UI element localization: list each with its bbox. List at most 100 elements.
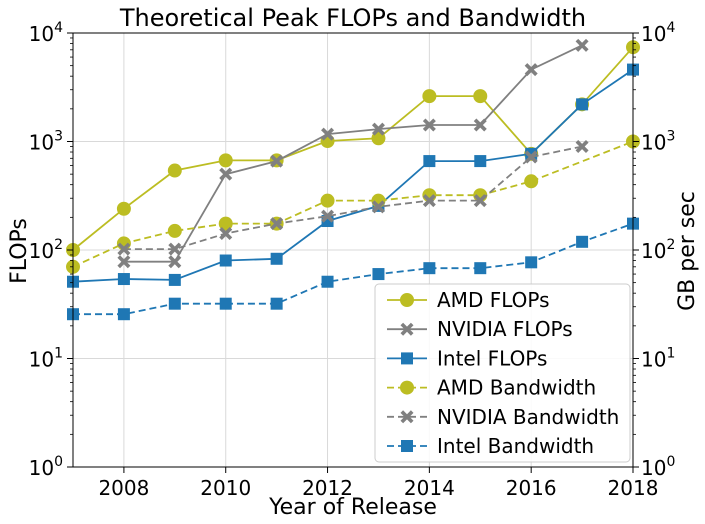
legend-entry: AMD FLOPs <box>387 288 550 312</box>
y-tick-exponent: 3 <box>54 129 63 145</box>
data-point <box>371 131 386 146</box>
x-tick-label: 2014 <box>404 476 455 500</box>
series-nvidia-flops <box>117 38 589 269</box>
y-tick-base: 10 <box>29 456 54 480</box>
y-tick-exponent: 2 <box>54 237 63 253</box>
x-tick-label: 2016 <box>506 476 557 500</box>
y-tick-base: 10 <box>29 239 54 263</box>
y-tick-base: 10 <box>29 22 54 46</box>
data-point <box>575 139 589 153</box>
y-tick-exponent: 0 <box>666 454 675 470</box>
y-tick-label-right: 104 <box>641 20 675 46</box>
data-point <box>371 122 385 136</box>
data-point <box>116 201 131 216</box>
data-point <box>524 174 539 189</box>
data-point <box>372 268 385 281</box>
data-point <box>422 89 437 104</box>
data-point <box>219 297 232 310</box>
y-axis-label: FLOPs <box>7 218 32 284</box>
y-tick-label-right: 100 <box>641 454 675 480</box>
data-point <box>219 226 233 240</box>
data-point <box>218 216 233 231</box>
data-point <box>321 127 335 141</box>
data-point <box>422 118 436 132</box>
y-tick-label-left: 103 <box>29 129 63 155</box>
data-point <box>168 255 182 269</box>
data-point <box>423 262 436 275</box>
legend-entry: NVIDIA FLOPs <box>387 317 573 341</box>
y-tick-label-left: 100 <box>29 454 63 480</box>
data-point <box>117 308 130 321</box>
chart-title: Theoretical Peak FLOPs and Bandwidth <box>119 4 586 32</box>
data-point <box>474 155 487 168</box>
data-point <box>423 155 436 168</box>
legend-label: NVIDIA FLOPs <box>437 317 573 341</box>
data-point <box>576 235 589 248</box>
y-tick-exponent: 3 <box>666 129 675 145</box>
series-line <box>73 222 634 316</box>
y-tick-label-right: 101 <box>641 346 675 372</box>
data-point <box>525 256 538 269</box>
data-point <box>168 297 181 310</box>
legend-label: AMD Bandwidth <box>437 376 596 400</box>
legend-label: Intel FLOPs <box>437 346 547 370</box>
data-point <box>270 252 283 265</box>
data-point <box>270 154 284 168</box>
y-axis-label-right: GB per sec <box>675 191 700 311</box>
data-point <box>117 273 130 286</box>
y-tick-base: 10 <box>641 22 666 46</box>
series-line <box>72 46 634 251</box>
y-tick-exponent: 4 <box>666 20 675 36</box>
data-point <box>321 275 334 288</box>
x-tick-label: 2010 <box>200 476 251 500</box>
data-point <box>321 209 335 223</box>
data-point <box>524 63 538 77</box>
series-amd-flops <box>66 40 640 257</box>
y-tick-label-left: 102 <box>29 237 63 263</box>
data-point <box>219 167 233 181</box>
y-tick-base: 10 <box>641 239 666 263</box>
data-point <box>218 153 233 168</box>
series-line <box>123 44 583 263</box>
series-line <box>72 140 634 268</box>
x-tick-label: 2008 <box>98 476 149 500</box>
legend-marker <box>400 380 414 395</box>
x-tick-label: 2012 <box>302 476 353 500</box>
y-tick-exponent: 0 <box>54 454 63 470</box>
legend-marker <box>401 352 413 365</box>
legend-marker <box>400 322 414 336</box>
series-intel-bandwidth <box>67 217 639 321</box>
data-point <box>576 98 589 111</box>
series-line <box>123 145 583 251</box>
legend-marker <box>400 293 414 307</box>
series-nvidia-bandwidth <box>117 139 589 256</box>
y-tick-exponent: 4 <box>54 20 63 36</box>
legend-marker <box>401 440 413 452</box>
data-point <box>473 89 488 104</box>
x-axis-label: Year of Release <box>268 495 437 520</box>
data-point <box>168 273 181 286</box>
data-point <box>270 217 284 231</box>
data-point <box>117 255 131 269</box>
data-point <box>167 163 182 178</box>
legend-box <box>374 283 631 463</box>
y-tick-base: 10 <box>641 348 666 372</box>
legend-label: AMD FLOPs <box>437 288 550 312</box>
legend: AMD FLOPs NVIDIA FLOPs Intel FLOPs AMD Band… <box>374 283 631 463</box>
y-tick-exponent: 2 <box>666 237 675 253</box>
y-tick-base: 10 <box>29 131 54 155</box>
y-tick-base: 10 <box>29 348 54 372</box>
legend-entry: Intel Bandwidth <box>387 434 594 458</box>
y-tick-label-left: 101 <box>29 346 63 372</box>
data-point <box>474 262 487 275</box>
y-tick-base: 10 <box>641 131 666 155</box>
legend-label: NVIDIA Bandwidth <box>437 405 619 429</box>
x-tick-label: 2018 <box>608 476 659 500</box>
y-tick-base: 10 <box>641 456 666 480</box>
series-layer <box>66 38 640 321</box>
data-point <box>524 150 538 164</box>
series-line <box>72 68 634 283</box>
data-point <box>167 223 182 238</box>
legend-label: Intel Bandwidth <box>437 434 594 458</box>
